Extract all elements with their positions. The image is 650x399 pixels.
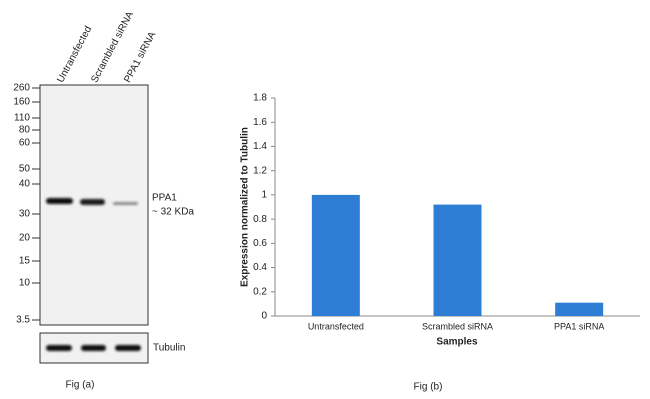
x-tick-label: Scrambled siRNA [422,321,493,331]
band [115,345,141,351]
marker-label: 40 [19,179,31,190]
band-label: PPA1 [152,193,177,204]
lane-label: Untransfected [55,25,94,85]
y-tick-label: 1.8 [253,93,267,104]
marker-label: 80 [19,125,31,136]
y-tick-label: 1 [261,190,267,201]
marker-label: 3.5 [16,315,30,326]
band [80,199,105,205]
y-tick-label: 1.2 [253,165,267,176]
band [81,345,106,351]
marker-label: 160 [13,97,30,108]
loading-control-label: Tubulin [153,343,185,354]
y-tick-label: 0.8 [253,214,267,225]
caption: Fig (b) [414,382,443,393]
bar [311,194,360,316]
marker-label: 60 [19,138,31,149]
marker-label: 50 [19,164,31,175]
marker-label: 20 [19,233,31,244]
band [46,345,72,351]
marker-label: 110 [14,113,30,124]
x-tick-label: Untransfected [308,321,364,331]
y-tick-label: 0.6 [253,238,267,249]
bands [46,198,141,351]
band [46,198,73,204]
x-axis-label: Samples [436,337,478,348]
y-tick-label: 0.2 [253,286,267,297]
y-tick-label: 1.4 [253,141,267,152]
y-tick-label: 0 [261,311,267,322]
band [113,202,138,205]
marker-label: 30 [19,209,31,220]
y-tick-label: 0.4 [253,262,267,273]
caption: Fig (a) [66,380,95,391]
y-axis-label: Expression normalized to Tubulin [240,127,251,287]
band-size: ~ 32 KDa [152,207,194,218]
marker-label: 260 [13,83,30,94]
marker-label: 15 [19,256,31,267]
marker-label: 10 [19,278,31,289]
lane-label: PPA1 siRNA [122,30,158,85]
x-tick-label: PPA1 siRNA [554,321,604,331]
bar [433,204,482,316]
y-tick-label: 1.6 [253,117,267,128]
bar [555,302,604,316]
